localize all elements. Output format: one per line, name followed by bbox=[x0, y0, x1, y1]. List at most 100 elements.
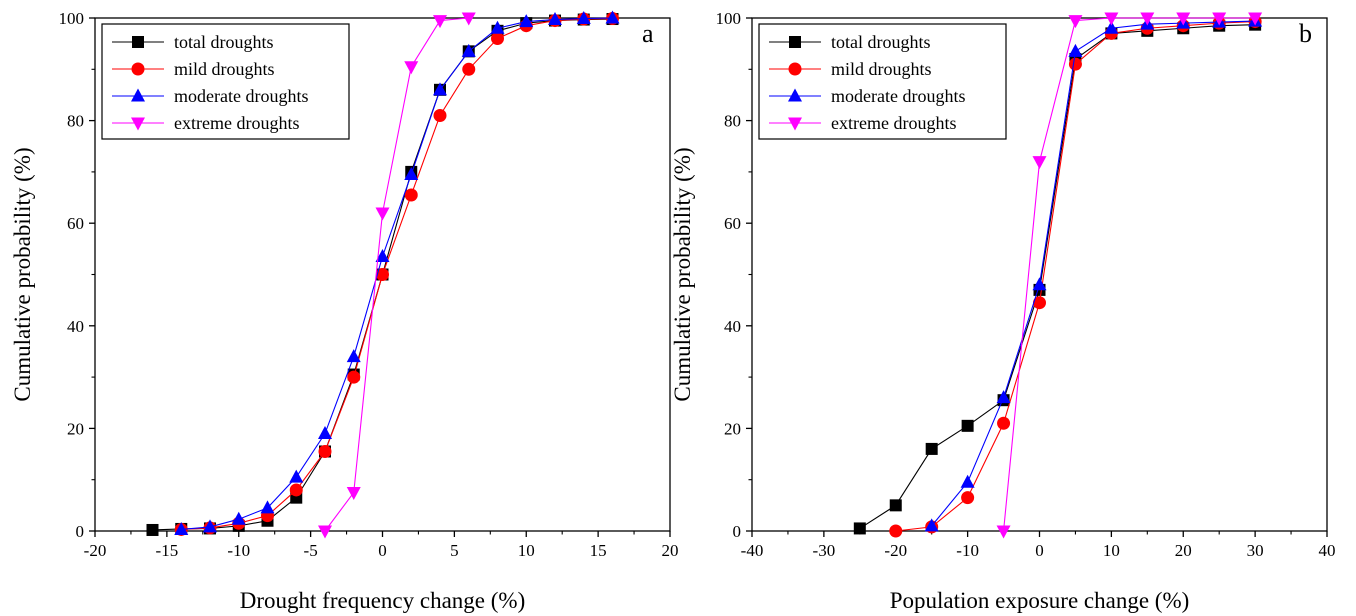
series-line bbox=[181, 17, 613, 531]
data-point bbox=[997, 416, 1011, 430]
y-tick-label: 20 bbox=[67, 419, 84, 438]
data-point bbox=[996, 390, 1011, 404]
x-axis: -20 -15 -10 -5 0 5 10 15 20 bbox=[84, 531, 679, 560]
data-point bbox=[346, 349, 361, 363]
legend-entry-label: extreme droughts bbox=[831, 113, 956, 133]
data-point bbox=[231, 511, 246, 525]
data-point bbox=[1140, 12, 1155, 26]
data-point bbox=[1068, 57, 1082, 71]
x-tick-label: -10 bbox=[227, 541, 250, 560]
legend-marker bbox=[788, 117, 802, 131]
x-tick-label: 5 bbox=[450, 541, 459, 560]
legend-entry-label: moderate droughts bbox=[831, 86, 965, 106]
legend-entry-label: mild droughts bbox=[174, 59, 275, 79]
y-tick-label: 20 bbox=[724, 419, 741, 438]
data-point bbox=[605, 10, 620, 24]
y-axis: 0 20 40 60 80 100 bbox=[716, 9, 752, 541]
data-point bbox=[1032, 156, 1047, 170]
data-point bbox=[375, 207, 390, 221]
legend-marker bbox=[131, 62, 145, 76]
data-point bbox=[961, 491, 975, 505]
x-axis-title: Drought frequency change (%) bbox=[240, 588, 525, 613]
data-point bbox=[961, 419, 974, 432]
series-extreme-droughts bbox=[318, 12, 476, 539]
x-tick-label: 10 bbox=[1103, 541, 1120, 560]
legend: total droughts mild droughts moderate drou… bbox=[101, 23, 350, 140]
x-tick-label: 10 bbox=[518, 541, 535, 560]
data-point bbox=[433, 82, 447, 96]
data-point bbox=[347, 370, 361, 384]
legend-marker bbox=[789, 36, 801, 48]
data-point bbox=[318, 525, 332, 539]
data-point bbox=[925, 442, 938, 455]
y-axis-title: Cumulative probability (%) bbox=[10, 147, 35, 401]
data-point bbox=[174, 521, 189, 535]
x-tick-label: -20 bbox=[884, 541, 907, 560]
legend-entry-label: moderate droughts bbox=[174, 86, 308, 106]
data-point bbox=[462, 62, 476, 76]
series-line bbox=[1003, 17, 1256, 532]
x-tick-label: -20 bbox=[84, 541, 107, 560]
x-tick-label: 20 bbox=[1175, 541, 1192, 560]
y-tick-label: 100 bbox=[716, 9, 742, 28]
y-tick-label: 60 bbox=[724, 214, 741, 233]
x-axis: -40 -30 -20 -10 0 10 20 30 40 bbox=[741, 531, 1336, 560]
data-point bbox=[260, 500, 275, 514]
data-point bbox=[1104, 12, 1119, 26]
data-point bbox=[318, 426, 332, 440]
data-point bbox=[1176, 12, 1191, 26]
x-tick-label: -40 bbox=[741, 541, 764, 560]
data-point bbox=[1248, 12, 1263, 26]
chart-panel-b: -40 -30 -20 -10 0 10 20 30 40 0 20 40 60 80 100 Populat… bbox=[670, 9, 1336, 613]
x-tick-label: 15 bbox=[590, 541, 607, 560]
data-point bbox=[519, 14, 534, 28]
y-tick-label: 40 bbox=[724, 317, 741, 336]
y-axis-title: Cumulative probability (%) bbox=[670, 147, 695, 401]
series-extreme-droughts bbox=[996, 12, 1263, 539]
data-point bbox=[1212, 12, 1227, 26]
data-point bbox=[318, 444, 332, 458]
x-tick-label: 40 bbox=[1319, 541, 1336, 560]
x-tick-label: 20 bbox=[662, 541, 679, 560]
legend-marker bbox=[788, 62, 802, 76]
y-tick-label: 40 bbox=[67, 317, 84, 336]
data-point bbox=[853, 522, 866, 535]
data-point bbox=[491, 32, 504, 46]
data-point bbox=[1032, 277, 1047, 291]
data-point bbox=[924, 518, 939, 532]
panel-letter: a bbox=[642, 19, 654, 48]
data-point bbox=[376, 268, 389, 281]
data-point bbox=[433, 108, 447, 122]
series-line bbox=[324, 17, 469, 532]
data-point bbox=[576, 11, 591, 25]
data-point bbox=[203, 519, 217, 533]
legend-entry-label: total droughts bbox=[831, 32, 931, 52]
y-tick-label: 100 bbox=[59, 9, 85, 28]
series-line bbox=[181, 17, 613, 531]
y-tick-label: 0 bbox=[733, 522, 742, 541]
legend-marker bbox=[131, 117, 145, 131]
x-tick-label: 0 bbox=[1035, 541, 1044, 560]
data-point bbox=[1068, 15, 1083, 29]
legend: total droughts mild droughts moderate drou… bbox=[758, 23, 1007, 140]
data-point bbox=[289, 469, 304, 483]
series-line bbox=[931, 20, 1256, 527]
legend-entry-label: mild droughts bbox=[831, 59, 932, 79]
y-tick-label: 80 bbox=[724, 112, 741, 131]
data-point bbox=[461, 12, 476, 26]
data-point bbox=[548, 12, 562, 26]
x-tick-label: 30 bbox=[1247, 541, 1264, 560]
y-tick-label: 60 bbox=[67, 214, 84, 233]
data-point bbox=[146, 523, 159, 536]
data-point bbox=[889, 524, 903, 538]
data-point bbox=[996, 525, 1011, 539]
legend-marker bbox=[131, 88, 145, 102]
x-tick-label: 0 bbox=[378, 541, 387, 560]
data-point bbox=[433, 15, 447, 29]
series-moderate-droughts bbox=[174, 10, 620, 535]
y-axis: 0 20 40 60 80 100 bbox=[59, 9, 95, 541]
data-point bbox=[404, 61, 419, 75]
data-point bbox=[404, 188, 418, 202]
series-moderate-droughts bbox=[924, 13, 1263, 532]
y-tick-label: 0 bbox=[76, 522, 85, 541]
